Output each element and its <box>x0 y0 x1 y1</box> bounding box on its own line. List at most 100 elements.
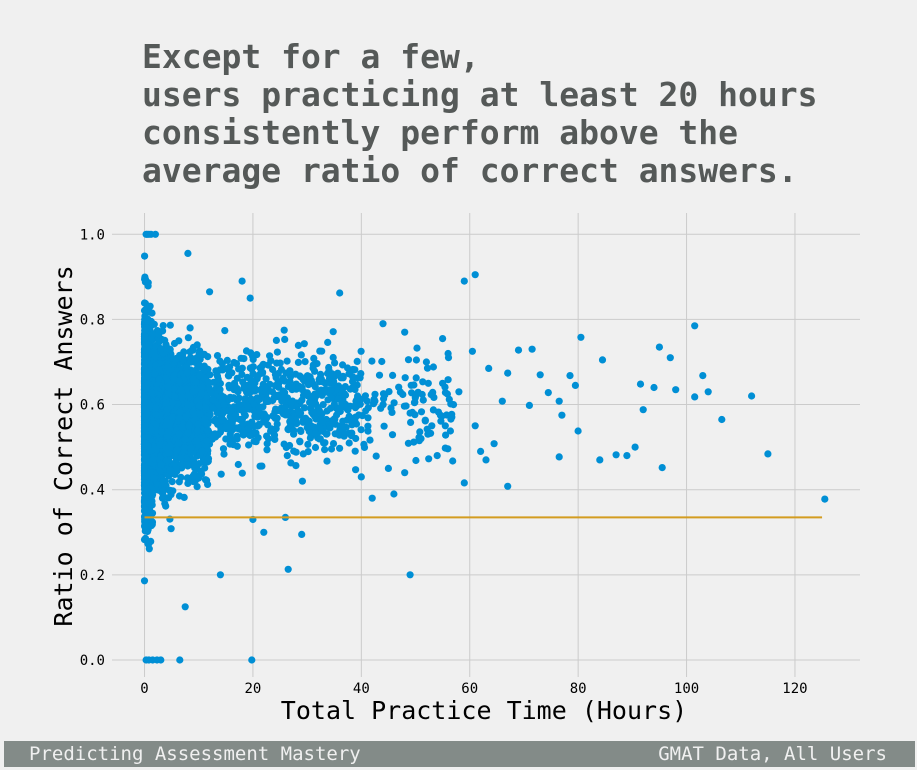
data-point <box>441 422 449 430</box>
data-point <box>189 472 197 480</box>
data-point <box>142 385 150 393</box>
data-point <box>482 456 490 464</box>
data-point <box>239 378 247 386</box>
data-point <box>178 423 186 431</box>
data-point <box>311 443 320 452</box>
data-point <box>160 493 168 501</box>
data-point <box>189 408 197 416</box>
data-point <box>357 473 365 481</box>
data-point <box>411 392 420 400</box>
data-point <box>318 418 327 426</box>
data-point <box>237 354 245 362</box>
data-point <box>636 380 645 388</box>
data-point <box>419 378 427 386</box>
data-point <box>407 418 415 426</box>
data-point <box>279 387 287 395</box>
data-point <box>151 474 159 482</box>
data-point <box>266 352 274 360</box>
data-point <box>175 430 183 438</box>
data-point <box>206 288 214 296</box>
data-point <box>598 356 607 364</box>
data-point <box>764 450 772 458</box>
data-point <box>423 364 432 372</box>
data-point <box>248 383 256 392</box>
data-point <box>303 372 312 380</box>
data-point <box>331 359 339 367</box>
data-point <box>360 440 368 448</box>
data-point <box>189 387 197 396</box>
data-point <box>446 427 454 435</box>
data-point <box>166 419 174 428</box>
data-point <box>341 430 349 438</box>
data-point <box>421 417 429 425</box>
data-point <box>471 271 479 279</box>
data-point <box>221 327 229 335</box>
data-point <box>351 447 359 455</box>
data-point <box>143 410 151 418</box>
footer-right-text: GMAT Data, All Users <box>658 743 887 765</box>
data-point <box>156 441 164 449</box>
data-point <box>364 414 372 422</box>
data-point <box>323 430 331 438</box>
data-point <box>366 436 374 444</box>
data-point <box>292 417 300 425</box>
data-point <box>140 306 149 315</box>
data-point <box>164 383 172 391</box>
data-point <box>238 364 246 372</box>
data-point <box>218 416 226 424</box>
data-point <box>433 452 441 460</box>
data-point <box>336 444 344 452</box>
data-point <box>147 522 155 530</box>
data-point <box>202 403 210 411</box>
data-point <box>141 299 150 308</box>
x-tick-label: 40 <box>353 681 370 697</box>
data-point <box>437 417 445 425</box>
data-point <box>276 359 284 367</box>
footer-left-text: Predicting Assessment Mastery <box>29 743 361 765</box>
data-point <box>357 426 365 434</box>
data-point <box>184 249 192 257</box>
data-point <box>284 565 292 573</box>
title-line: average ratio of correct answers. <box>142 151 798 190</box>
data-point <box>323 407 331 415</box>
data-point <box>413 344 421 352</box>
data-point <box>375 371 384 379</box>
data-point <box>246 431 254 440</box>
data-point <box>194 420 202 428</box>
data-point <box>238 469 246 477</box>
data-point <box>286 441 294 450</box>
data-point <box>536 371 544 379</box>
data-point <box>691 393 699 401</box>
data-point <box>323 457 331 465</box>
data-point <box>821 495 829 503</box>
data-point <box>639 406 647 414</box>
data-point <box>258 369 267 377</box>
data-point <box>287 399 295 407</box>
data-point <box>528 345 536 353</box>
data-point <box>216 366 224 374</box>
data-point <box>334 369 342 377</box>
y-tick-label: 1.0 <box>80 227 105 243</box>
data-point <box>142 275 150 284</box>
data-point <box>272 336 280 344</box>
data-point <box>425 455 433 463</box>
data-point <box>147 498 155 506</box>
data-point <box>419 396 427 404</box>
data-point <box>168 478 176 486</box>
data-point <box>304 381 313 389</box>
data-point <box>165 456 173 465</box>
data-point <box>143 317 151 325</box>
data-point <box>238 277 246 285</box>
data-point <box>362 407 370 415</box>
data-point <box>206 410 214 419</box>
data-point <box>166 321 174 329</box>
data-point <box>566 372 574 380</box>
data-point <box>555 453 563 461</box>
data-point <box>175 478 183 486</box>
data-point <box>164 344 172 352</box>
data-point <box>412 374 420 382</box>
data-point <box>226 430 234 438</box>
data-point <box>364 422 372 430</box>
data-point <box>253 351 261 359</box>
data-point <box>173 446 181 454</box>
